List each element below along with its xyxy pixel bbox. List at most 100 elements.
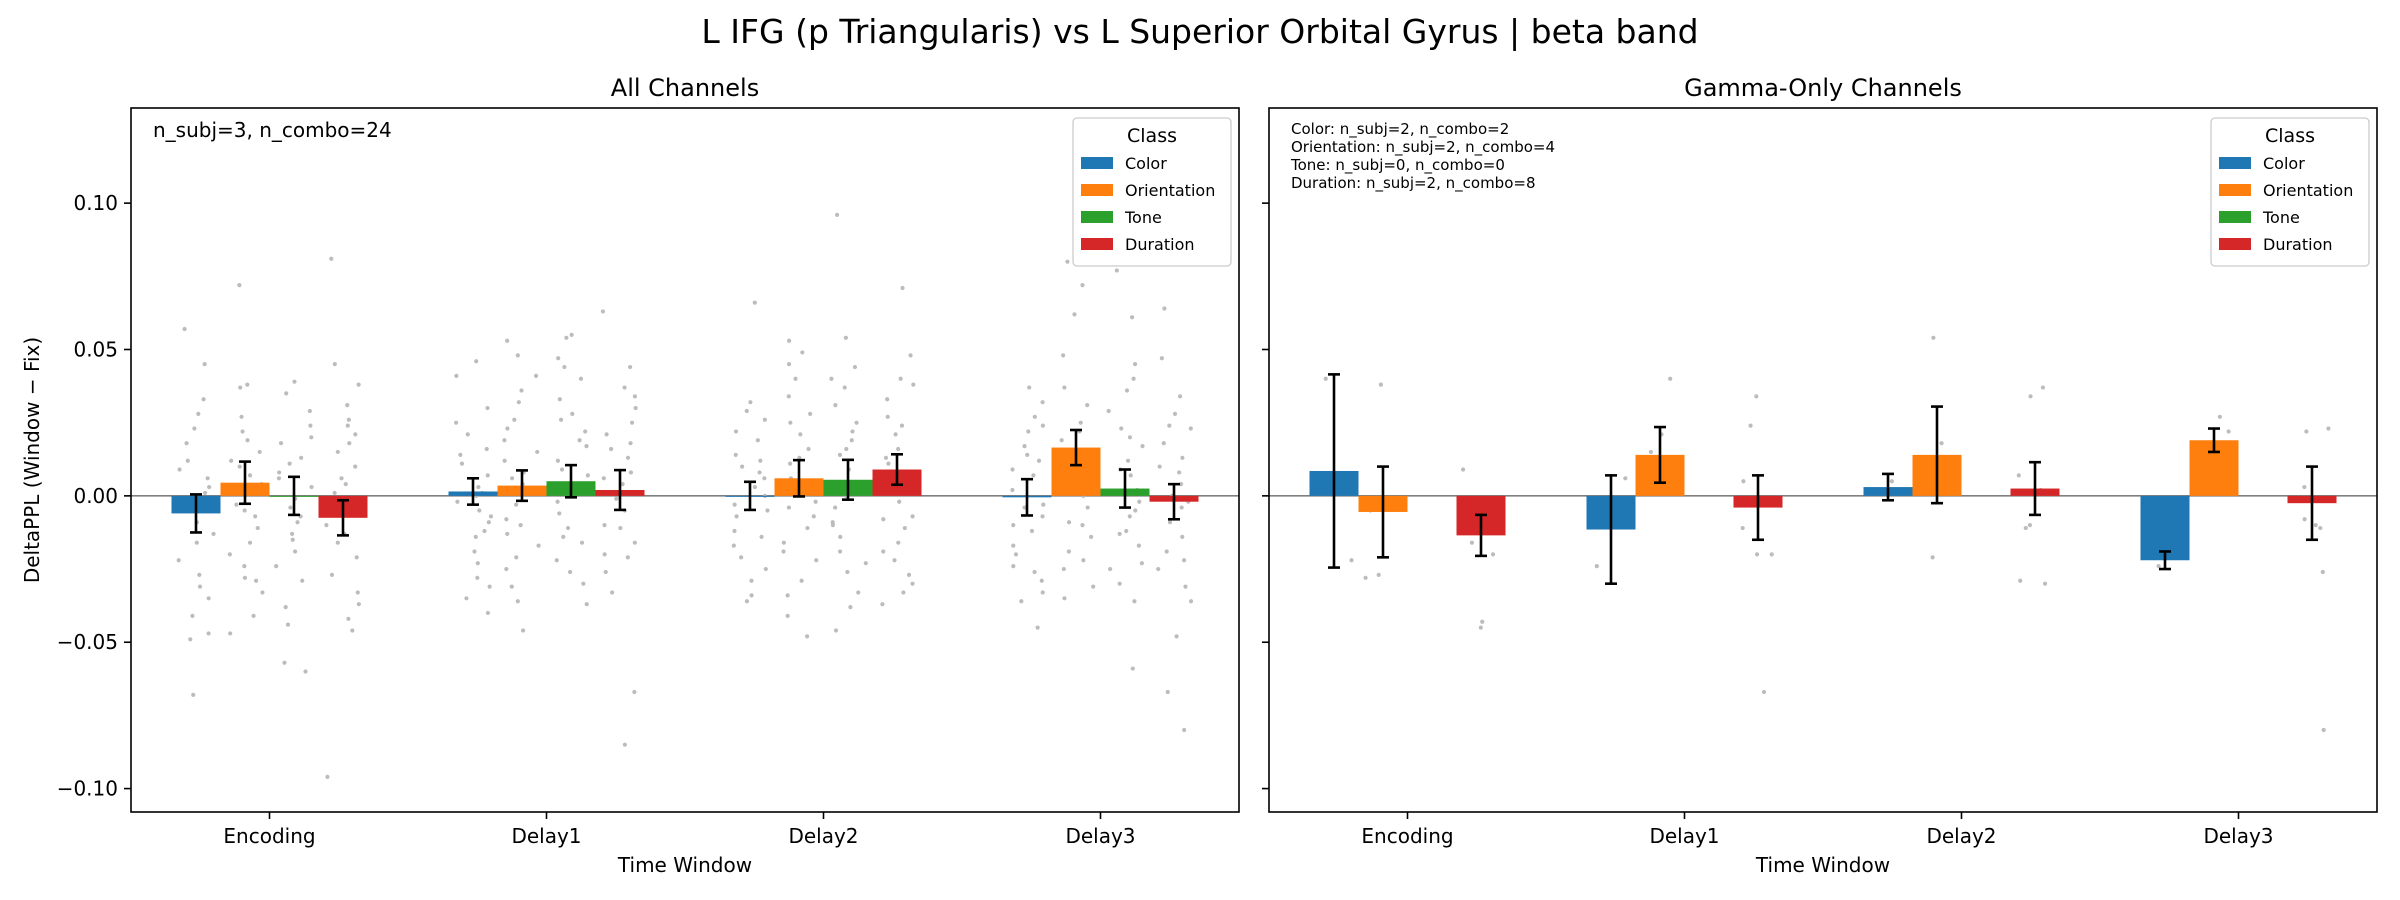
- data-point: [205, 476, 210, 481]
- data-point: [628, 441, 633, 446]
- data-point: [1035, 625, 1040, 630]
- data-point: [585, 473, 590, 478]
- data-point: [786, 338, 792, 343]
- data-point: [182, 326, 187, 332]
- data-point: [475, 561, 480, 566]
- data-point: [1040, 514, 1045, 519]
- data-point: [177, 467, 182, 472]
- legend-label-duration: Duration: [2263, 235, 2333, 254]
- annotation-text: Color: n_subj=2, n_combo=2: [1291, 120, 1509, 139]
- data-point: [1931, 335, 1936, 340]
- data-point: [734, 514, 739, 519]
- data-point: [1027, 385, 1032, 390]
- data-point: [558, 417, 564, 422]
- data-point: [335, 449, 340, 455]
- data-point: [332, 362, 337, 367]
- legend-swatch-orientation: [2219, 184, 2251, 196]
- data-point: [632, 689, 637, 695]
- data-point: [793, 376, 798, 381]
- errorbar-duration-encoding: [337, 498, 349, 537]
- data-point: [257, 449, 262, 455]
- data-point: [1460, 467, 1466, 472]
- data-point: [505, 426, 510, 431]
- data-point: [1132, 362, 1138, 367]
- data-point: [284, 391, 289, 396]
- data-point: [2304, 429, 2309, 434]
- data-point: [579, 540, 585, 545]
- y-tick-label: −0.10: [57, 777, 118, 801]
- data-point: [1131, 376, 1136, 381]
- data-point: [1754, 394, 1759, 399]
- data-point: [515, 353, 520, 358]
- data-point: [1930, 555, 1935, 560]
- panel-all-channels: −0.10 −0.05 0.00 0.05 0.10 Encoding Delay1 Dela…: [20, 74, 1240, 877]
- data-point: [583, 429, 588, 434]
- data-point: [632, 540, 637, 545]
- data-point: [557, 397, 562, 402]
- data-point: [1061, 566, 1066, 572]
- data-point: [1089, 534, 1094, 539]
- data-point: [622, 385, 627, 390]
- data-point: [185, 458, 190, 463]
- data-point: [343, 482, 348, 487]
- data-point: [290, 537, 295, 542]
- data-point: [254, 578, 259, 583]
- data-point: [1349, 558, 1354, 563]
- data-point: [237, 464, 242, 469]
- data-point: [1133, 508, 1138, 513]
- data-point: [207, 484, 212, 490]
- legend-swatch-tone: [2219, 211, 2251, 223]
- legend-label-color: Color: [1125, 154, 1167, 173]
- data-point: [562, 364, 567, 370]
- data-point: [485, 473, 490, 478]
- data-point: [1177, 394, 1183, 399]
- panel-gamma-only-channels: Encoding Delay1 Delay2 Delay3 Time Window Gam…: [1262, 74, 2378, 877]
- data-point: [211, 531, 216, 537]
- data-point: [833, 403, 838, 408]
- data-point: [627, 364, 633, 370]
- legend-swatch-duration: [1081, 238, 1113, 250]
- data-point: [278, 441, 284, 446]
- errorbar-orientation-delay3: [2208, 427, 2220, 454]
- data-point: [1128, 473, 1133, 478]
- y-tick-label: 0.00: [73, 484, 118, 508]
- data-point: [1011, 523, 1016, 528]
- data-point: [622, 742, 627, 747]
- data-point: [516, 400, 521, 405]
- data-point: [1061, 353, 1066, 358]
- data-point: [759, 534, 764, 539]
- data-point: [762, 417, 767, 422]
- data-point: [1469, 540, 1475, 545]
- data-point: [881, 517, 886, 522]
- data-point: [781, 549, 786, 554]
- data-point: [1594, 564, 1599, 569]
- data-point: [2217, 414, 2222, 419]
- data-point: [227, 552, 232, 557]
- data-point: [229, 458, 234, 463]
- errorbar-duration-delay3: [2306, 465, 2318, 542]
- data-point: [504, 517, 509, 522]
- data-point: [2040, 385, 2046, 390]
- data-point: [786, 505, 792, 510]
- x-tick-label: Delay3: [2203, 824, 2273, 848]
- data-point: [842, 385, 847, 390]
- data-point: [799, 578, 804, 583]
- data-point: [325, 774, 330, 779]
- data-point: [505, 531, 510, 537]
- data-point: [752, 300, 757, 305]
- data-point: [509, 476, 515, 481]
- data-point: [1159, 356, 1164, 361]
- data-point: [253, 514, 258, 519]
- data-point: [901, 590, 906, 595]
- data-point: [242, 575, 248, 580]
- data-point: [1761, 689, 1767, 695]
- x-tick-label: Encoding: [223, 824, 315, 848]
- data-point: [829, 376, 834, 381]
- data-point: [843, 335, 848, 340]
- data-point: [345, 423, 350, 428]
- data-point: [584, 443, 589, 449]
- data-point: [744, 408, 749, 414]
- data-point: [505, 338, 510, 343]
- legend-label-tone: Tone: [2262, 208, 2300, 227]
- data-point: [603, 569, 608, 575]
